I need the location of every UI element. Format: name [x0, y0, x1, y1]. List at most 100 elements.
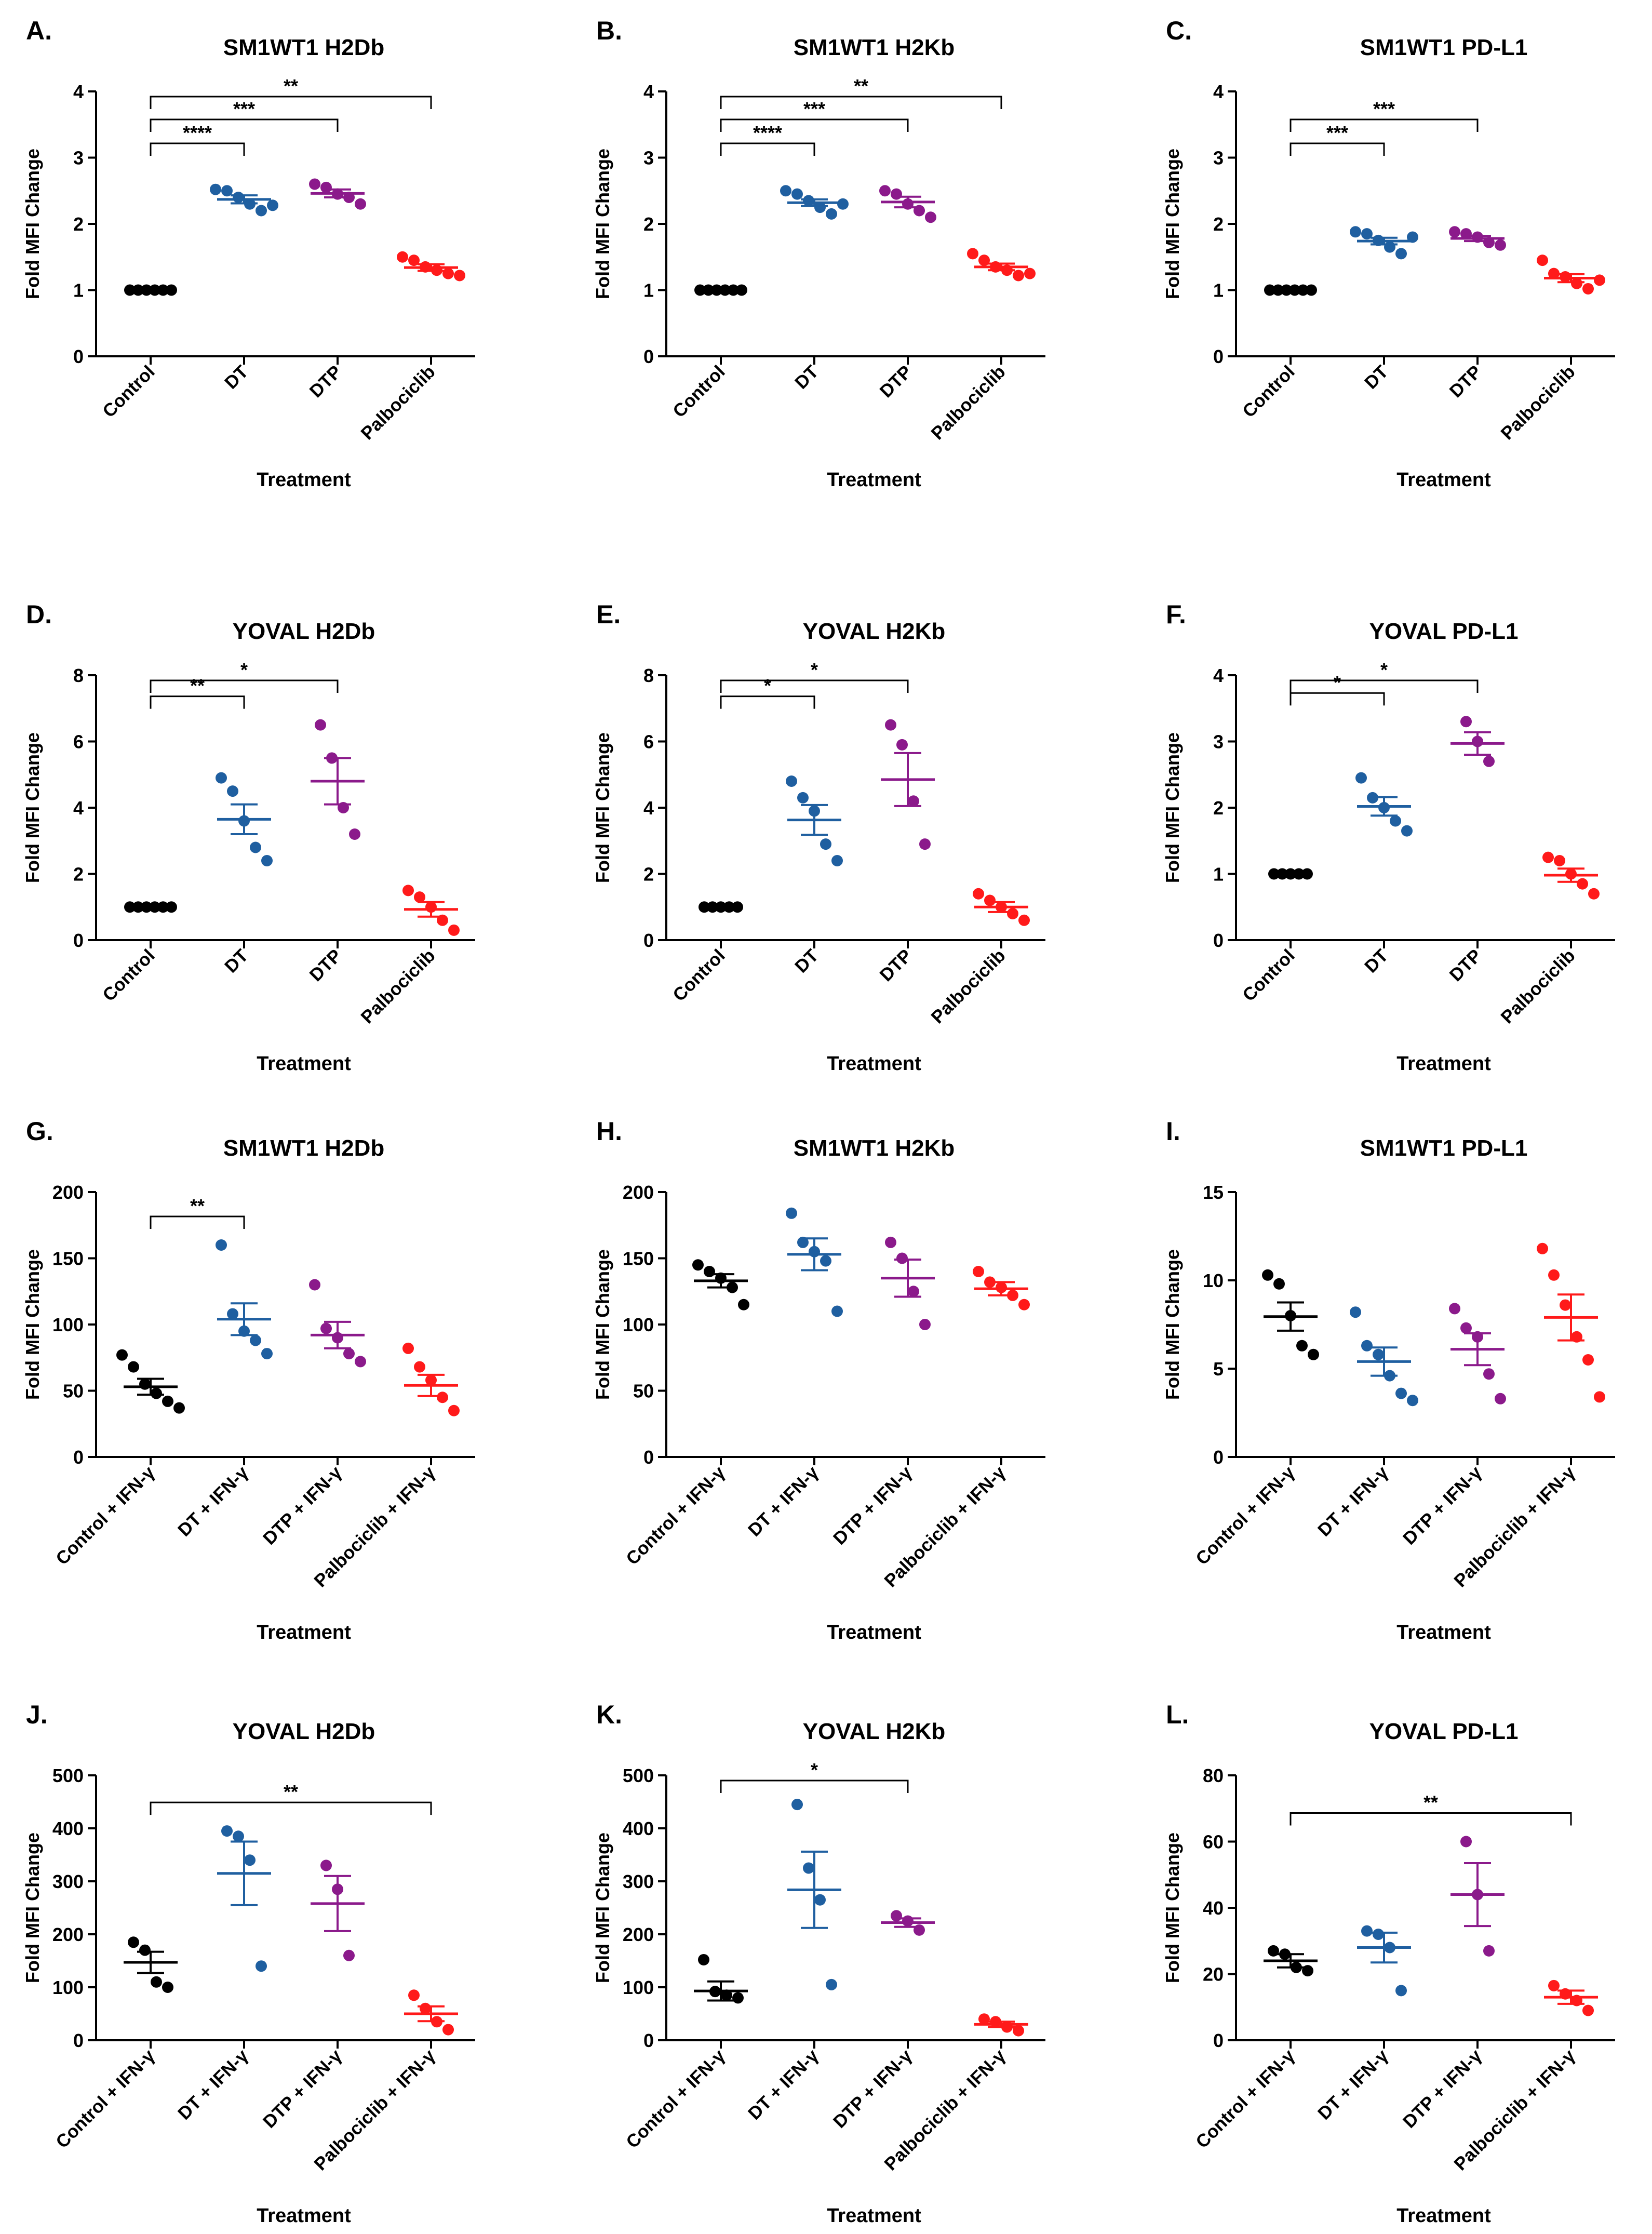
data-point: [732, 901, 743, 913]
significance-label: *: [764, 675, 771, 697]
data-point: [162, 1982, 173, 1993]
x-tick-label: DT + IFN-γ: [744, 2045, 823, 2124]
data-point: [343, 1949, 355, 1961]
significance-bracket: [150, 96, 432, 109]
data-point: [128, 1361, 139, 1373]
panel-letter: B.: [596, 16, 622, 45]
significance-label: ***: [1326, 122, 1348, 143]
data-point: [1495, 1393, 1506, 1404]
data-point: [891, 188, 902, 200]
data-point: [704, 1266, 715, 1277]
data-point: [1273, 1278, 1285, 1290]
significance-label: **: [1423, 1792, 1438, 1813]
data-point: [1013, 270, 1024, 282]
data-point: [698, 1954, 709, 1965]
data-point: [1548, 1269, 1560, 1281]
significance-bracket: [1290, 692, 1385, 706]
y-tick-label: 100: [52, 1977, 84, 1998]
chart-panel-a: A. SM1WT1 H2Db 0 1 2 3 4 Fold MFI Change Control…: [22, 16, 475, 491]
x-axis-title: Treatment: [1396, 1622, 1491, 1643]
x-tick-label: DTP + IFN-γ: [259, 2045, 346, 2132]
data-point: [925, 211, 936, 223]
data-point: [885, 719, 896, 731]
chart-title: SM1WT1 H2Kb: [794, 35, 955, 60]
y-axis-title: Fold MFI Change: [592, 732, 613, 883]
chart-panel-g: G. SM1WT1 H2Db 0 50 100 150 200 Fold MFI Change…: [22, 1117, 475, 1643]
data-point: [320, 1860, 332, 1871]
x-axis-title: Treatment: [1396, 469, 1491, 491]
data-point: [791, 1799, 803, 1811]
y-tick-label: 3: [73, 148, 84, 169]
data-point: [814, 1894, 826, 1906]
data-point: [355, 198, 366, 210]
data-point: [786, 1207, 797, 1219]
data-point: [1285, 868, 1296, 880]
x-tick-label: DT: [1361, 362, 1392, 393]
significance-bracket: [720, 695, 815, 709]
y-tick-label: 4: [73, 797, 84, 819]
data-point: [826, 208, 837, 220]
significance-bracket: [1290, 142, 1385, 156]
data-point: [1262, 1269, 1273, 1281]
data-point: [908, 1286, 919, 1297]
chart-title: SM1WT1 H2Db: [223, 35, 384, 60]
y-tick-label: 2: [1213, 797, 1224, 819]
significance-bracket: [150, 1215, 245, 1229]
data-point: [831, 1305, 843, 1317]
data-point: [1594, 274, 1605, 286]
significance-bracket: [1290, 118, 1479, 132]
chart-panel-b: B. SM1WT1 H2Kb 0 1 2 3 4 Fold MFI Change Control…: [592, 16, 1045, 491]
data-point: [1013, 2025, 1024, 2037]
significance-bracket: [720, 96, 1002, 109]
data-point: [919, 1319, 931, 1330]
data-point: [896, 739, 908, 751]
data-point: [1407, 1395, 1418, 1407]
significance-label: *: [811, 1759, 818, 1781]
data-point: [149, 901, 160, 913]
data-point: [221, 185, 233, 197]
data-point: [1548, 1979, 1560, 1991]
x-tick-label: DTP: [1446, 945, 1486, 985]
data-point: [1460, 1836, 1472, 1848]
data-point: [1308, 1348, 1319, 1360]
y-axis-title: Fold MFI Change: [1162, 149, 1183, 299]
data-point: [1483, 1368, 1495, 1380]
data-point: [1306, 284, 1317, 296]
y-tick-label: 0: [73, 346, 84, 367]
y-tick-label: 5: [1213, 1358, 1224, 1380]
x-tick-label: DT: [791, 362, 823, 393]
significance-bracket: [150, 695, 245, 709]
data-point: [157, 284, 169, 296]
data-point: [355, 1356, 366, 1368]
data-point: [1554, 855, 1565, 866]
data-point: [141, 284, 152, 296]
y-tick-label: 0: [73, 2030, 84, 2051]
data-point: [166, 284, 177, 296]
significance-label: *: [1334, 672, 1341, 693]
y-tick-label: 50: [633, 1381, 654, 1402]
chart-panel-l: L. YOVAL PD-L1 0 20 40 60 80 Fold MFI Change Con…: [1162, 1700, 1615, 2227]
chart-panel-e: E. YOVAL H2Kb 0 2 4 6 8 Fold MFI Change Control D…: [592, 600, 1045, 1075]
data-point: [732, 1992, 744, 2004]
data-point: [803, 195, 814, 207]
data-point: [1460, 716, 1472, 728]
x-tick-label: Control + IFN-γ: [52, 1462, 159, 1569]
chart-panel-f: F. YOVAL PD-L1 0 1 2 3 4 Fold MFI Change Control…: [1162, 600, 1615, 1075]
y-tick-label: 0: [1213, 2030, 1224, 2051]
data-point: [216, 772, 227, 784]
y-tick-label: 4: [73, 81, 84, 102]
data-point: [719, 284, 731, 296]
y-tick-label: 200: [52, 1924, 84, 1945]
chart-title: YOVAL PD-L1: [1369, 1719, 1519, 1744]
data-point: [233, 192, 244, 203]
data-point: [250, 841, 261, 853]
x-tick-label: DTP: [306, 945, 346, 985]
data-point: [721, 1989, 732, 2001]
data-point: [1384, 241, 1395, 253]
data-point: [315, 719, 326, 731]
data-point: [261, 855, 273, 866]
y-axis-title: Fold MFI Change: [22, 1832, 43, 1983]
data-point: [1024, 267, 1036, 279]
significance-label: **: [190, 1195, 205, 1216]
